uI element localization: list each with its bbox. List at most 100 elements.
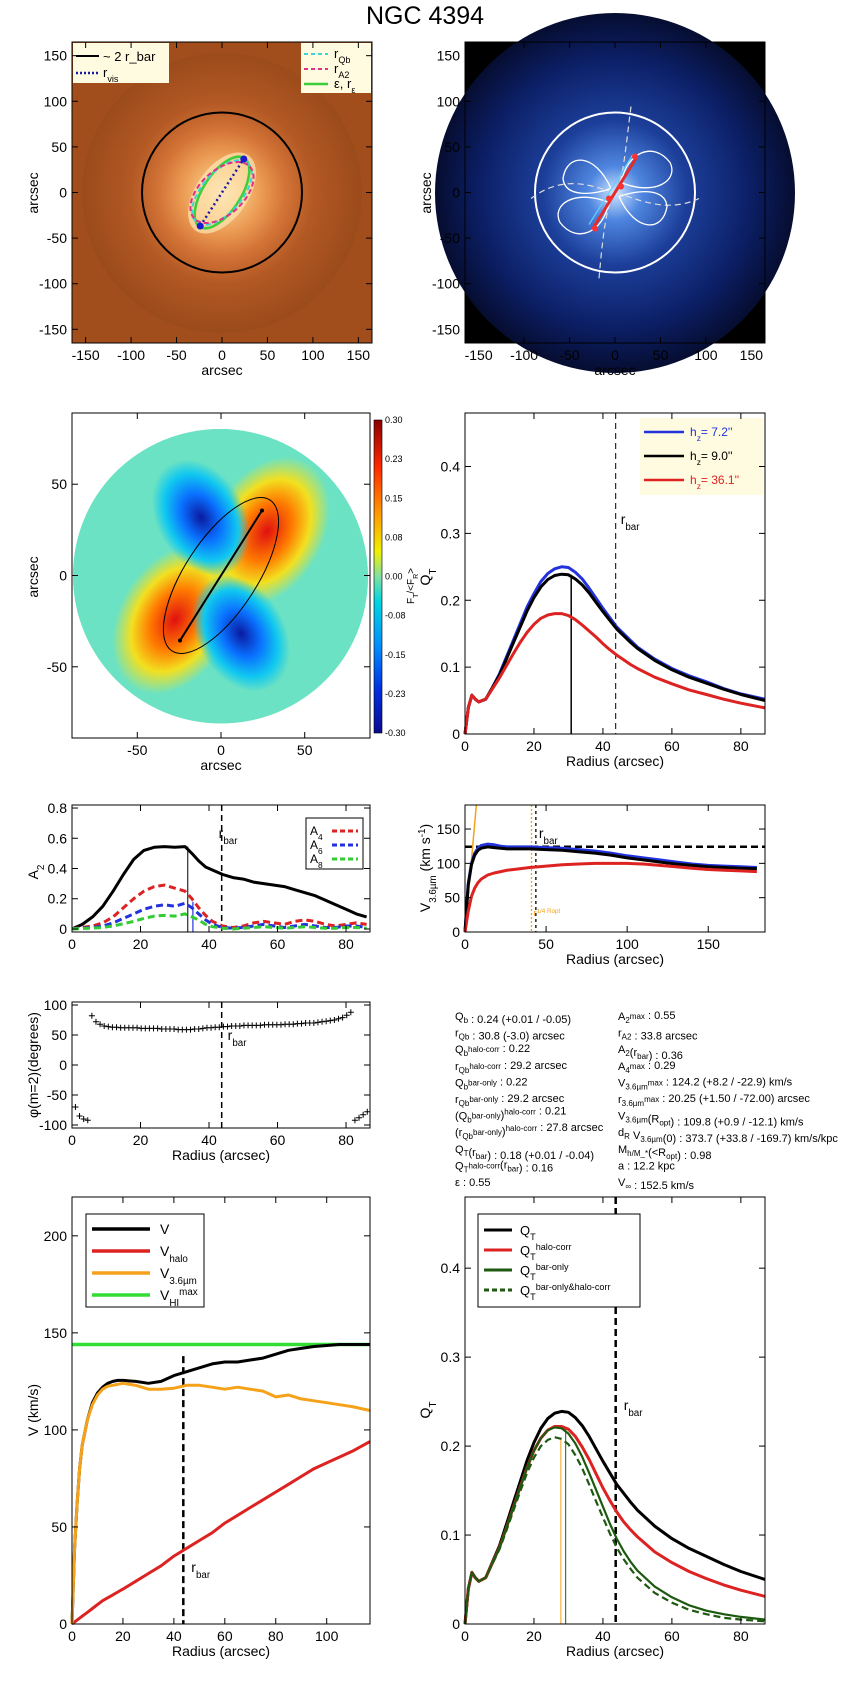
y-tick-label: -50 [47, 230, 67, 246]
legend-label: rvis [103, 65, 119, 84]
y-tick-label: 0 [59, 1057, 67, 1073]
phase-point [187, 1026, 194, 1033]
bar-end-marker [260, 508, 264, 513]
panel-contour-image: arcsec [418, 13, 795, 373]
x-axis-label: Radius (arcsec) [172, 1147, 270, 1163]
phase-point [257, 1022, 264, 1029]
parameter-line: dR V3.6µm(0) : 373.7 (+33.8 / -169.7) km… [618, 1127, 838, 1145]
y-tick-label: 100 [437, 93, 461, 109]
y-tick-label: 0.6 [48, 830, 68, 846]
x-tick-label: 0 [68, 936, 76, 952]
colorbar-label: FT/<FR> [406, 568, 420, 604]
y-tick-label: 0.3 [441, 1349, 461, 1365]
y-tick-label: 0 [452, 1616, 460, 1632]
rbar-label: rbar [621, 511, 641, 533]
x-tick-label: 40 [595, 738, 611, 754]
two-rbar-circle [534, 111, 696, 274]
y-axis-label: QT [417, 1402, 439, 1419]
phase-point [88, 1012, 95, 1019]
phase-point [80, 1116, 87, 1122]
parameter-line: A2max : 0.55 [618, 1010, 676, 1025]
colorbar-tick-label: -0.30 [385, 728, 406, 738]
x-tick-label: 80 [733, 1628, 749, 1644]
y-tick-label: 150 [44, 48, 68, 64]
phase-point [331, 1017, 338, 1023]
rbar-label: rbar [191, 1559, 211, 1581]
panel-qt-profiles: rbar QT hz= 7.2'' hz= 9.0'' hz= 36.1'' [417, 413, 766, 735]
ra2-ellipse [189, 160, 255, 225]
parameter-line: QThalo-corr(rbar) : 0.16 [455, 1159, 553, 1174]
colorbar-tick-label: 0.08 [385, 532, 403, 542]
y-tick-label: 150 [437, 821, 461, 837]
x-tick-label: 0 [461, 936, 469, 952]
phase-point [310, 1020, 317, 1026]
phase-point [195, 1026, 202, 1032]
x-tick-label: 100 [615, 936, 639, 952]
phase-profile-axes: 0 20 40 60 80 -100 -50 0 50 100 Radius (arcsec) [39, 997, 371, 1163]
x-axis-label: Radius (arcsec) [566, 753, 664, 769]
x-axis-label: arcsec [594, 362, 635, 378]
legend-label: A8 [310, 852, 323, 870]
y-tick-label: 50 [444, 139, 460, 155]
rotation-curve-axes: 0 20 40 60 80 100 0 50 100 150 200 Radius (arcsec) [44, 1196, 371, 1659]
rbar-label: rbar [624, 1397, 644, 1419]
x-axis-label: arcsec [201, 362, 242, 378]
series-line [71, 912, 367, 931]
legend-label: QT [520, 1223, 536, 1242]
rbar-label: rbar [219, 825, 239, 847]
y-axis-label: QT [417, 569, 439, 586]
y-tick-label: -100 [432, 276, 460, 292]
bar-end-marker [196, 222, 204, 230]
y-tick-label: 0 [59, 1616, 67, 1632]
plot-frame [464, 1196, 766, 1625]
plot-frame [71, 1196, 371, 1625]
bar-line [179, 509, 263, 642]
colorbar-tick-label: 0.15 [385, 493, 403, 503]
bar-marker [632, 153, 638, 160]
phase-point [236, 1023, 243, 1029]
x-tick-label: 40 [595, 1628, 611, 1644]
series-line [70, 1381, 371, 1625]
phase-point [101, 1023, 108, 1029]
contour-lobe [620, 150, 673, 189]
x-tick-label: 0 [461, 1628, 469, 1644]
parameter-line: r3.6µmmax : 20.25 (+1.50 / -72.00) arcse… [618, 1093, 810, 1108]
x-tick-label: 60 [270, 1132, 286, 1148]
phase-point [356, 1114, 363, 1121]
series-line [463, 845, 757, 933]
y-tick-label: 0 [59, 185, 67, 201]
contour-panel-axes: -150 -100 -50 0 50 100 150 -150 -100 -50 0 50 100 150… [432, 41, 766, 378]
legend-label: V [160, 1221, 170, 1237]
x-tick-label: 20 [526, 738, 542, 754]
y-tick-label: -150 [39, 321, 67, 337]
x-tick-label: -150 [72, 347, 100, 363]
x-tick-label: 0 [461, 738, 469, 754]
series-line [463, 612, 766, 735]
phase-point [327, 1017, 334, 1024]
x-tick-label: 50 [653, 347, 669, 363]
legend-label: hz= 9.0'' [690, 449, 732, 467]
legend-label: ~ 2 r_bar [103, 49, 156, 64]
phase-point [339, 1014, 346, 1021]
phase-point [319, 1018, 326, 1025]
x-axis-label: Radius (arcsec) [172, 1643, 270, 1659]
colorbar-tick-label: 0.00 [385, 572, 403, 582]
legend-label: QThalo-corr [520, 1242, 572, 1262]
phase-point [224, 1023, 231, 1030]
x-tick-label: -150 [465, 347, 493, 363]
figure-title: NGC 4394 [366, 2, 484, 30]
y-axis-label: arcsec [25, 172, 41, 213]
rbar-label: rbar [228, 1027, 248, 1049]
legend-label: QTbar-only&halo-corr [520, 1282, 611, 1302]
phase-point [199, 1025, 206, 1032]
x-axis-label: Radius (arcsec) [566, 951, 664, 967]
parameter-line: V3.6µm(Ropt) : 109.8 (+0.9 / -12.1) km/s [618, 1111, 804, 1129]
y-tick-label: 0.1 [441, 659, 461, 675]
plot-frame [464, 804, 766, 933]
qt-corrections-axes: 0 20 40 60 80 0 0.1 0.2 0.3 0.4 Radius (arcsec) [441, 1196, 766, 1659]
y-tick-label: 0.4 [441, 459, 461, 475]
